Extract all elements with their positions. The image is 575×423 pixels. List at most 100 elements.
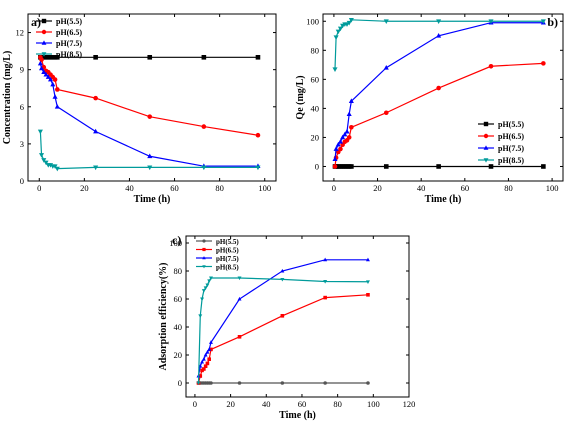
y-tick-label: 20 <box>311 132 320 142</box>
data-point <box>200 297 205 302</box>
data-point <box>323 257 328 262</box>
data-point <box>323 295 327 300</box>
data-point <box>147 114 153 119</box>
data-point <box>93 165 99 171</box>
x-tick-label: 40 <box>125 183 134 193</box>
data-point <box>48 163 54 168</box>
series-line-pH(8.5) <box>197 277 368 384</box>
data-point <box>383 164 389 169</box>
data-point <box>93 54 98 60</box>
legend-label: pH(8.5) <box>56 50 82 59</box>
series-line-pH(6.5) <box>197 294 369 384</box>
data-point <box>346 20 352 26</box>
data-point <box>207 347 212 351</box>
data-point <box>203 286 208 290</box>
data-point <box>332 67 338 72</box>
data-point <box>41 158 47 163</box>
legend-label: pH(8.5) <box>498 156 524 165</box>
data-point <box>198 314 203 318</box>
x-tick-label: 100 <box>258 183 271 193</box>
data-point <box>203 352 208 357</box>
data-point <box>196 381 201 386</box>
x-tick-label: 100 <box>546 183 559 193</box>
x-tick-label: 0 <box>193 399 197 409</box>
x-tick-label: 120 <box>403 399 416 409</box>
data-point <box>323 381 327 385</box>
data-point <box>335 29 341 35</box>
panel-b: 0 20 40 60 80 100 0 20 40 60 80 100 Time (h) Qe (mg/L… <box>295 13 564 205</box>
series-line-pH(7.5) <box>197 259 368 377</box>
y-tick-label: 100 <box>306 16 319 26</box>
y-tick-label: 60 <box>174 294 183 304</box>
x-tick-label: 20 <box>226 399 235 409</box>
y-axis-label: Concentration (mg/L) <box>2 51 13 145</box>
y-tick-label: 0 <box>315 161 319 171</box>
data-point <box>255 132 261 138</box>
data-point <box>201 124 207 129</box>
data-point <box>41 69 47 74</box>
panel-letter: a) <box>31 15 41 29</box>
data-point <box>55 87 60 92</box>
data-point <box>436 164 441 169</box>
data-point <box>54 166 60 172</box>
data-point <box>337 26 343 32</box>
legend-marker <box>202 256 206 260</box>
data-point <box>342 131 348 137</box>
data-point <box>205 283 210 288</box>
legend-label: pH(7.5) <box>56 39 82 48</box>
panel-c: 0 20 40 60 80 100 120 0 20 40 60 80 100 Time (h) Adsor… <box>158 233 415 421</box>
data-point <box>147 153 153 159</box>
legend-label: pH(6.5) <box>498 132 524 141</box>
data-point <box>200 359 205 364</box>
data-point <box>348 17 354 23</box>
legend-label: pH(7.5) <box>498 144 524 153</box>
data-point <box>52 94 58 99</box>
y-tick-label: 9 <box>20 65 24 75</box>
data-point <box>541 61 546 66</box>
y-tick-label: 80 <box>174 266 183 276</box>
data-point <box>280 314 285 318</box>
data-point <box>201 357 206 361</box>
y-tick-label: 40 <box>311 103 320 113</box>
data-point <box>348 98 354 103</box>
y-tick-label: 6 <box>20 102 24 112</box>
data-point <box>205 361 210 366</box>
data-point <box>333 35 339 40</box>
data-point <box>332 164 338 169</box>
legend-marker <box>483 133 489 139</box>
legend-marker <box>483 158 489 163</box>
x-tick-label: 80 <box>504 183 513 193</box>
data-point <box>349 124 354 130</box>
y-tick-label: 12 <box>16 28 25 38</box>
y-tick-label: 100 <box>169 238 182 248</box>
y-tick-label: 80 <box>311 45 320 55</box>
data-point <box>38 153 45 158</box>
data-point <box>39 57 44 63</box>
legend-label: pH(5.5) <box>56 17 82 26</box>
data-point <box>383 19 389 25</box>
data-point <box>436 85 441 91</box>
x-tick-label: 0 <box>332 183 336 193</box>
data-point <box>208 276 213 281</box>
legend-marker <box>483 145 489 150</box>
data-point <box>37 129 43 135</box>
data-point <box>365 257 370 262</box>
data-point <box>280 277 285 282</box>
data-point <box>207 279 212 283</box>
x-axis-label: Time (h) <box>134 194 171 205</box>
panel-letter: b) <box>547 15 558 29</box>
data-point <box>280 268 285 273</box>
plot-frame <box>27 13 277 182</box>
legend-marker <box>202 247 206 252</box>
data-point <box>201 54 207 60</box>
data-point <box>147 165 153 171</box>
legend-marker <box>41 40 47 45</box>
legend-marker <box>41 18 47 24</box>
data-point <box>209 347 213 352</box>
data-point <box>45 74 51 79</box>
legend-label: pH(6.5) <box>216 247 239 255</box>
data-point <box>202 367 206 371</box>
data-point <box>540 19 546 25</box>
data-point <box>93 128 99 134</box>
